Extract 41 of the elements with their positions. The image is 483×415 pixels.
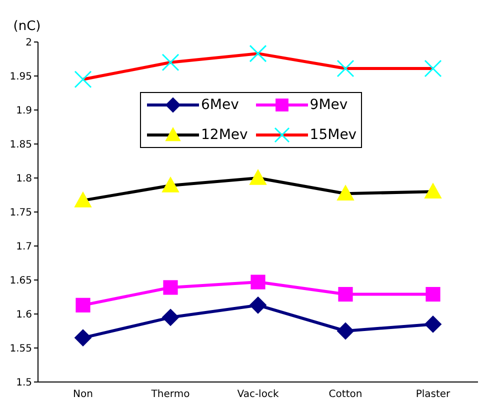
point xyxy=(426,286,440,302)
point xyxy=(337,322,354,340)
point xyxy=(250,296,266,314)
legend-label: 9Mev xyxy=(310,97,348,113)
y-tick-label: 1.9 xyxy=(16,106,32,117)
legend-label: 15Mev xyxy=(310,127,357,143)
point xyxy=(163,280,178,295)
x-tick-label: Cotton xyxy=(328,389,362,400)
point xyxy=(76,298,90,312)
y-tick-label: 1.7 xyxy=(16,242,32,253)
x-tick-label: Plaster xyxy=(416,389,452,400)
point xyxy=(162,308,179,326)
legend-label: 6Mev xyxy=(201,97,239,113)
y-tick-label: 1.95 xyxy=(10,72,32,83)
legend-label: 12Mev xyxy=(201,127,248,143)
point xyxy=(249,44,267,62)
point xyxy=(74,70,92,88)
point xyxy=(162,176,179,192)
y-tick-label: 1.55 xyxy=(10,344,32,355)
y-tick-label: 2 xyxy=(26,38,32,49)
y-tick-label: 1.85 xyxy=(10,140,32,151)
point xyxy=(250,170,266,185)
y-axis-title: (nC) xyxy=(13,19,41,34)
y-tick-label: 1.5 xyxy=(16,378,32,389)
point xyxy=(424,60,442,78)
point xyxy=(424,316,442,333)
point xyxy=(424,183,442,198)
y-tick-label: 1.8 xyxy=(16,174,32,185)
point xyxy=(74,329,92,346)
point xyxy=(337,185,354,201)
x-tick-label: Non xyxy=(73,389,93,400)
y-tick-label: 1.65 xyxy=(10,276,32,287)
point xyxy=(338,286,353,302)
point xyxy=(162,54,180,72)
point xyxy=(336,60,354,78)
y-tick-label: 1.6 xyxy=(16,310,32,321)
point xyxy=(250,274,266,290)
x-tick-label: Thermo xyxy=(150,389,190,400)
y-tick-label: 1.75 xyxy=(10,208,32,219)
x-tick-label: Vac-lock xyxy=(237,389,279,400)
point xyxy=(74,192,92,208)
